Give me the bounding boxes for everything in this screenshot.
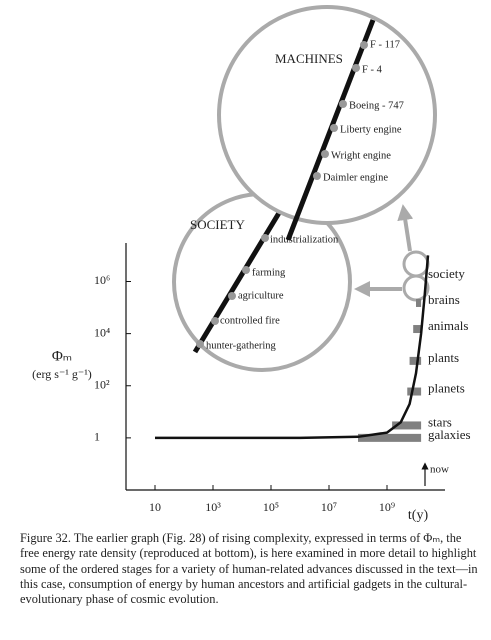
inset-dot: [242, 266, 250, 274]
stage-bar: [392, 421, 422, 430]
stage-bar: [413, 325, 422, 334]
x-tick-label: 10³: [205, 500, 221, 514]
inset-label: Boeing - 747: [349, 100, 404, 111]
inset-title: MACHINES: [275, 51, 343, 66]
inset-label: farming: [252, 267, 286, 278]
stage-label: stars: [428, 414, 452, 429]
axes: [125, 243, 445, 491]
inset-label: Liberty engine: [340, 124, 402, 135]
stage-bar: [358, 433, 422, 442]
zoom-marker: [402, 250, 430, 278]
stage-label: plants: [428, 350, 459, 365]
y-tick-label: 10⁶: [94, 273, 110, 287]
y-axis-label: Φₘ: [52, 348, 72, 364]
inset-label: industrialization: [270, 234, 339, 245]
stage-label: planets: [428, 381, 465, 396]
stage-bar: [407, 387, 422, 396]
inset-title: SOCIETY: [190, 217, 246, 232]
inset-dot: [211, 317, 219, 325]
inset-dot: [228, 292, 236, 300]
inset-curve: [192, 201, 288, 354]
inset-label: controlled fire: [220, 315, 280, 326]
x-tick-label: 10⁵: [263, 500, 279, 514]
inset-dot: [313, 172, 321, 180]
inset-label: Wright engine: [331, 150, 391, 161]
stage-label: society: [428, 266, 465, 281]
inset: MACHINES F - 117 F - 4 Boeing - 747 Liberty …: [217, 5, 437, 241]
now-label: now: [430, 464, 449, 476]
caption: Figure 32. The earlier graph (Fig. 28) o…: [20, 531, 478, 607]
stage-label: galaxies: [428, 427, 471, 442]
inset-label: Daimler engine: [323, 172, 388, 183]
stage-label: brains: [428, 292, 460, 307]
inset-circle: [217, 5, 437, 225]
x-tick-label: 10⁷: [321, 500, 337, 514]
inset-dot: [321, 150, 329, 158]
inset-dot: [196, 340, 204, 348]
inset-label: hunter-gathering: [206, 340, 277, 351]
stage-bar: [409, 356, 422, 365]
inset-dot: [330, 124, 338, 132]
inset-dot: [352, 64, 360, 72]
inset-dot: [360, 41, 368, 49]
chart: Φₘ (erg s⁻¹ g⁻¹) t(y) now 10 10³ 10⁵ 10⁷ 10⁹…: [32, 5, 471, 523]
x-tick-label: 10: [149, 500, 161, 514]
zoom-arrow: [397, 204, 414, 252]
inset-label: F - 4: [362, 64, 383, 75]
x-axis-label: t(y): [408, 508, 429, 523]
y-axis-units: (erg s⁻¹ g⁻¹): [32, 367, 92, 381]
inset-dot: [339, 100, 347, 108]
y-tick-label: 10²: [94, 377, 110, 391]
inset-label: F - 117: [370, 39, 400, 50]
curve: [155, 255, 430, 440]
y-tick-label: 1: [94, 430, 100, 444]
inset-label: agriculture: [238, 290, 284, 301]
stage-bar: [416, 298, 422, 307]
inset-dot: [261, 234, 269, 242]
y-tick-label: 10⁴: [94, 325, 110, 339]
x-tick-label: 10⁹: [379, 500, 395, 514]
stage-label: animals: [428, 318, 468, 333]
inset-curve: [285, 19, 376, 241]
